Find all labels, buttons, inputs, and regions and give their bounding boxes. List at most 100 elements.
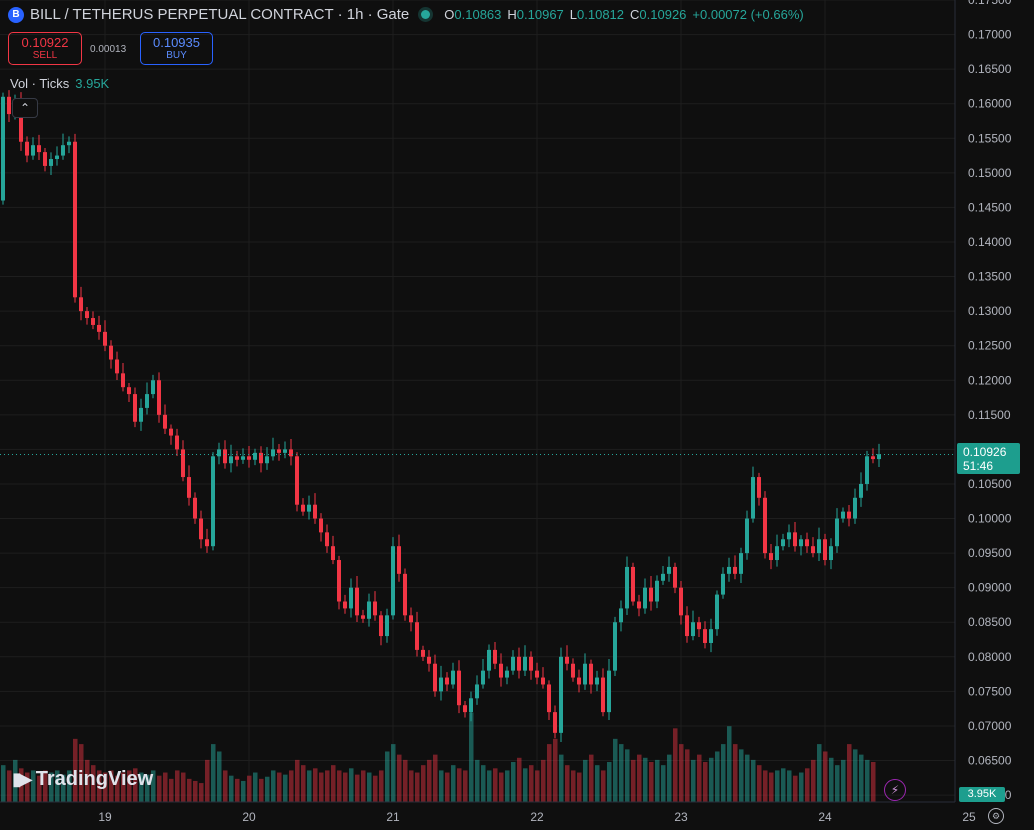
candle-body	[313, 504, 317, 519]
candle-body	[211, 456, 215, 547]
volume-bar	[595, 765, 600, 802]
candle-body	[175, 435, 179, 450]
candle-body	[475, 684, 479, 699]
volume-bar	[781, 768, 786, 802]
candle-body	[733, 566, 737, 574]
volume-bar	[871, 762, 876, 802]
volume-bar	[823, 751, 828, 802]
candle-body	[481, 670, 485, 685]
volume-bar	[703, 762, 708, 802]
volume-bar	[91, 765, 96, 802]
volume-bar	[607, 762, 612, 802]
candle-body	[259, 452, 263, 464]
time-axis[interactable]: 19 20 21 22 23 24 25	[98, 810, 976, 824]
symbol-title[interactable]: BILL / TETHERUS PERPETUAL CONTRACT · 1h …	[30, 6, 410, 23]
price-tick-label: 0.14000	[968, 235, 1012, 249]
candle-body	[247, 456, 251, 460]
volume-bar	[79, 744, 84, 802]
volume-bar	[253, 772, 258, 802]
volume-bar	[487, 770, 492, 802]
volume-bar	[565, 765, 570, 802]
price-tick-label: 0.06500	[968, 754, 1012, 768]
volume-bar	[55, 770, 60, 802]
ohlc-low: L0.10812	[569, 7, 625, 22]
price-tick-label: 0.15500	[968, 131, 1012, 145]
sell-button[interactable]: 0.10922 SELL	[8, 32, 82, 65]
volume-bar	[13, 759, 18, 802]
volume-bar	[109, 770, 114, 802]
volume-bar	[679, 744, 684, 802]
candle-body	[589, 663, 593, 685]
buy-button[interactable]: 0.10935 BUY	[140, 32, 213, 65]
volume-bar	[151, 770, 156, 802]
candle-body	[637, 601, 641, 609]
candle-body	[505, 670, 509, 678]
volume-label: Vol · Ticks	[10, 76, 70, 91]
volume-bar	[349, 768, 354, 802]
volume-bar	[697, 754, 702, 802]
volume-bar	[589, 754, 594, 802]
price-axis[interactable]: 0.17500 0.17000 0.16500 0.16000 0.15500 0.150…	[968, 0, 1012, 802]
volume-bar	[673, 728, 678, 802]
collapse-legend-button[interactable]: ⌃	[12, 98, 38, 118]
volume-bar	[133, 768, 138, 802]
candle-body	[547, 684, 551, 713]
volume-legend[interactable]: Vol · Ticks 3.95K	[10, 76, 109, 91]
candle-body	[727, 566, 731, 574]
candle-body	[43, 152, 47, 166]
candle-body	[523, 656, 527, 671]
candle-body	[7, 96, 11, 115]
volume-bar	[865, 759, 870, 802]
candle-body	[421, 649, 425, 657]
volume-bar	[481, 765, 486, 802]
candle-body	[619, 608, 623, 623]
volume-bar	[25, 772, 30, 802]
volume-bar	[835, 765, 840, 802]
candle-body	[823, 539, 827, 561]
volume-bar	[139, 772, 144, 802]
volume-bar	[505, 770, 510, 802]
last-price-value: 0.10926	[963, 445, 1007, 459]
candle-body	[301, 504, 305, 512]
volume-bar	[757, 765, 762, 802]
candle-body	[517, 656, 521, 671]
candle-body	[37, 145, 41, 153]
candle-body	[625, 566, 629, 609]
volume-bar	[763, 770, 768, 802]
candle-body	[451, 670, 455, 685]
candle-body	[583, 663, 587, 685]
volume-bar	[367, 772, 372, 802]
volume-bar	[535, 770, 540, 802]
volume-bar	[547, 744, 552, 802]
volume-bar	[205, 759, 210, 802]
candle-body	[325, 532, 329, 547]
volume-bar	[511, 762, 516, 802]
lightning-icon[interactable]: ⚡	[884, 779, 906, 801]
volume-bar	[775, 770, 780, 802]
candle-body	[871, 456, 875, 460]
candle-body	[493, 649, 497, 664]
volume-bar	[73, 738, 78, 802]
price-tick-label: 0.08000	[968, 650, 1012, 664]
candle-body	[745, 518, 749, 554]
volume-bars	[1, 712, 876, 802]
ohlc-high: H0.10967	[507, 7, 564, 22]
volume-bar	[199, 783, 204, 802]
candle-body	[511, 656, 515, 671]
volume-bar	[223, 770, 228, 802]
candle-body	[469, 698, 473, 713]
candle-body	[463, 705, 467, 713]
volume-bar	[247, 775, 252, 802]
candle-body	[499, 663, 503, 678]
volume-bar	[307, 770, 312, 802]
settings-gear-icon[interactable]: ⚙	[988, 808, 1004, 824]
volume-bar	[85, 759, 90, 802]
symbol-legend[interactable]: B BILL / TETHERUS PERPETUAL CONTRACT · 1…	[8, 6, 804, 23]
candle-body	[343, 601, 347, 609]
volume-bar	[583, 759, 588, 802]
candle-body	[319, 518, 323, 533]
volume-bar	[1, 765, 6, 802]
price-tick-label: 0.08500	[968, 615, 1012, 629]
tradingview-logo[interactable]: ▮▶ TradingView	[12, 768, 153, 791]
